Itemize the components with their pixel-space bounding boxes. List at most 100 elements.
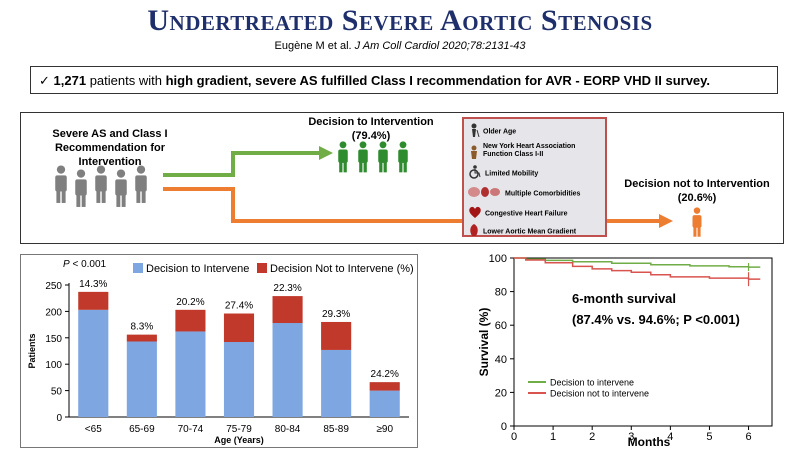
page-title: Undertreated Severe Aortic Stenosis <box>147 4 653 37</box>
person-body <box>115 179 127 196</box>
person-head <box>339 141 347 149</box>
legend-decision-not-intervene: Decision Not to Intervene (%) <box>257 263 414 275</box>
y-tick-label: 0 <box>501 421 507 433</box>
person-leg <box>76 194 81 207</box>
legend-label: Decision not to intervene <box>550 389 649 399</box>
person-leg <box>693 226 697 237</box>
legend-swatch <box>257 263 267 273</box>
bar-decision-intervene <box>321 349 352 417</box>
x-tick-label: 85-89 <box>323 424 349 435</box>
bar-data-label: 8.3% <box>130 322 153 333</box>
y-tick-label: 50 <box>51 387 63 398</box>
person-leg <box>56 190 61 203</box>
curve-decision-to-intervene <box>514 257 761 268</box>
person-head <box>116 169 126 178</box>
x-tick-label: <65 <box>85 424 102 435</box>
person-body <box>55 175 67 192</box>
green-arrow <box>163 151 321 177</box>
person-leg <box>359 161 363 173</box>
y-tick-label: 200 <box>45 307 62 318</box>
x-tick-label: 5 <box>706 431 712 443</box>
start-label-line-2: Recommendation for Intervention <box>54 142 165 168</box>
person-head <box>56 165 66 174</box>
start-label: Severe AS and Class I Recommendation for… <box>25 127 195 169</box>
bar-decision-not-intervene <box>223 313 255 343</box>
legend-swatch <box>133 263 143 273</box>
person-leg <box>339 161 343 173</box>
bar-data-label: 29.3% <box>322 309 350 320</box>
start-label-line-1: Severe AS and Class I <box>52 128 168 140</box>
person-body <box>358 149 368 163</box>
bar-data-label: 22.3% <box>273 283 301 294</box>
elderly-person-icon <box>468 123 480 140</box>
person-head <box>96 165 106 174</box>
bar-decision-intervene <box>223 342 255 417</box>
legend-label: Decision to intervene <box>550 378 634 388</box>
bar-decision-not-intervene <box>369 382 400 391</box>
decision-no-pct: (20.6%) <box>677 192 717 204</box>
person-leg <box>343 161 347 173</box>
person-head <box>379 141 387 149</box>
orange-patient-icon <box>692 207 702 237</box>
plot-frame <box>513 257 773 427</box>
y-tick-label: 100 <box>489 253 507 265</box>
survival-subtitle: (87.4% vs. 94.6%; P <0.001) <box>572 312 740 327</box>
x-axis-title: Age (Years) <box>214 435 264 445</box>
factor-older-age: Older Age <box>468 123 516 140</box>
organs-icon <box>468 185 502 202</box>
x-tick-label: 1 <box>550 431 556 443</box>
x-tick-label: 75-79 <box>226 424 252 435</box>
orange-arrow <box>163 187 462 223</box>
bar-decision-not-intervene <box>126 334 157 342</box>
bar-decision-not-intervene <box>272 296 303 324</box>
x-tick-label: 65-69 <box>129 424 155 435</box>
factor-limited-mobility: Limited Mobility <box>468 165 538 182</box>
person-leg <box>383 161 387 173</box>
legend-decision-intervene: Decision to Intervene <box>133 263 249 275</box>
decision-flow: Severe AS and Class I Recommendation for… <box>20 112 784 244</box>
x-tick-label: 70-74 <box>178 424 204 435</box>
aortic-valve-icon <box>468 223 480 240</box>
bar-decision-not-intervene <box>321 321 352 350</box>
y-tick-label: 150 <box>45 334 62 345</box>
summary-text-1: patients with <box>89 73 162 88</box>
person-leg <box>116 194 121 207</box>
person-body <box>95 175 107 192</box>
x-tick-label: 3 <box>628 431 634 443</box>
factor-lower-gradient: Lower Aortic Mean Gradient <box>468 223 576 240</box>
citation: Eugène M et al. J Am Coll Cardiol 2020;7… <box>0 40 800 52</box>
x-axis-title: Months <box>628 435 671 448</box>
bar-decision-intervene <box>175 331 206 417</box>
decision-no: Decision not to Intervention (20.6%) <box>617 177 777 205</box>
person-body <box>338 149 348 163</box>
person-leg <box>403 161 407 173</box>
patient-count: 1,271 <box>53 73 87 88</box>
bar-chart: 0 50 100 150 200 250 14.3% <65 8.3% 65-69 20.2% 70-… <box>27 279 409 445</box>
person-head <box>136 165 146 174</box>
factors-box: Older Age New York Heart Association Fun… <box>462 117 607 237</box>
check-icon: ✓ <box>39 73 50 88</box>
x-tick-label: 4 <box>667 431 673 443</box>
bar-data-label: 27.4% <box>225 301 253 312</box>
bar-decision-intervene <box>369 390 400 417</box>
p-value-label: P < 0.001 <box>63 259 107 270</box>
decision-yes-pct: (79.4%) <box>351 130 391 142</box>
person-leg <box>399 161 403 173</box>
person-body <box>75 179 87 196</box>
person-body <box>135 175 147 192</box>
person-head <box>399 141 407 149</box>
bar-decision-not-intervene <box>175 309 206 332</box>
y-axis-title: Patients <box>27 333 37 368</box>
bar-decision-intervene <box>78 309 109 417</box>
person-leg <box>121 194 126 207</box>
person-leg <box>141 190 146 203</box>
person-body <box>398 149 408 163</box>
citation-journal: J Am Coll Cardiol 2020;78:2131-43 <box>354 40 526 52</box>
green-patients-icon <box>338 141 408 173</box>
person-leg <box>697 226 701 237</box>
decision-yes: Decision to Intervention (79.4%) <box>301 115 441 143</box>
decision-no-label: Decision not to Intervention <box>624 178 770 190</box>
bar-data-label: 24.2% <box>371 369 399 380</box>
summary-box: ✓ 1,271 patients with high gradient, sev… <box>30 66 778 94</box>
bar-data-label: 14.3% <box>79 279 107 290</box>
